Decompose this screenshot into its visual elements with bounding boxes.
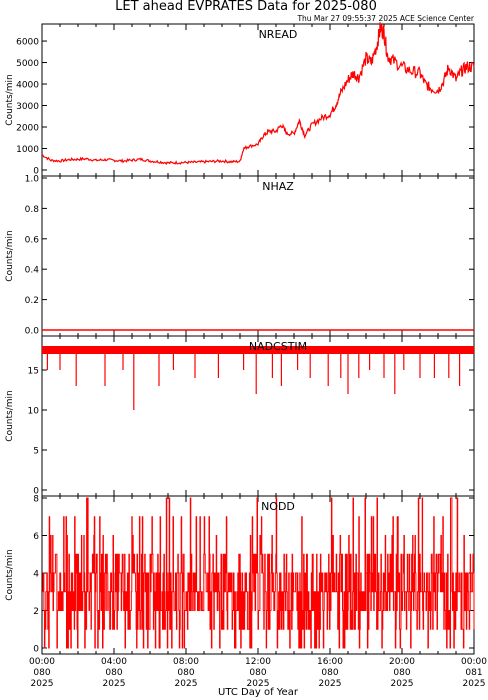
chart-title: LET ahead EVPRATES Data for 2025-080 [115, 0, 377, 14]
y-tick-label: 2000 [16, 124, 39, 134]
y-tick-label: 0.8 [25, 205, 40, 215]
y-axis-label: Counts/min [5, 390, 15, 441]
y-tick-label: 6000 [16, 38, 39, 48]
y-axis-label: Counts/min [5, 549, 15, 600]
y-tick-label: 15 [28, 367, 39, 377]
y-axis-label: Counts/min [5, 230, 15, 281]
panel-frame [41, 23, 475, 177]
series-line [41, 22, 475, 166]
panel-nadcstim: 0 5 10 15 Counts/min NADCSTIM [5, 335, 475, 497]
x-tick-label: 080 [105, 668, 122, 678]
y-tick-label: 5 [33, 447, 39, 457]
panel-nhaz: 0.0 0.2 0.4 0.6 0.8 1.0 Counts/min NHAZ [5, 175, 475, 337]
y-tick-label: 8 [33, 495, 39, 505]
x-tick-label: 16:00 [317, 657, 343, 667]
x-tick-label: 00:00 [29, 657, 55, 667]
panel-label: NHAZ [262, 180, 294, 193]
x-tick-label: 2025 [463, 679, 486, 689]
series-band [42, 346, 474, 354]
x-tick-label: 12:00 [245, 657, 271, 667]
y-tick-label: 5000 [16, 59, 39, 69]
panel-label: NODD [261, 500, 295, 513]
y-tick-label: 1000 [16, 145, 39, 155]
series-line [42, 497, 475, 649]
panel-nread: 0 1000 2000 3000 4000 5000 6000 Counts/min NREAD [5, 22, 475, 177]
x-tick-label: 2025 [319, 679, 342, 689]
x-tick-label: 20:00 [389, 657, 415, 667]
y-tick-label: 2 [33, 607, 39, 617]
panel-frame [41, 335, 475, 497]
y-tick-label: 10 [28, 407, 40, 417]
y-tick-label: 0.6 [25, 235, 40, 245]
y-tick-label: 0.4 [25, 266, 40, 276]
y-tick-label: 1.0 [25, 175, 40, 185]
y-tick-label: 4000 [16, 81, 39, 91]
panels: 0100020003000400050006000Counts/minNREAD… [5, 22, 487, 689]
x-tick-label: 2025 [391, 679, 414, 689]
x-tick-label: 080 [321, 668, 338, 678]
x-tick-label: 080 [393, 668, 410, 678]
panel-label: NREAD [259, 28, 298, 41]
y-tick-label: 0 [33, 645, 39, 655]
x-tick-labels: 00:00080202504:00080202508:00080202512:0… [29, 657, 487, 689]
panel-frame [41, 175, 475, 337]
x-tick-label: 08:00 [173, 657, 199, 667]
x-tick-label: 04:00 [101, 657, 127, 667]
chart-timestamp: Thu Mar 27 09:55:37 2025 ACE Science Cen… [296, 14, 474, 23]
y-tick-label: 0.0 [25, 327, 40, 337]
x-tick-label: 081 [465, 668, 482, 678]
y-tick-label: 0.2 [25, 296, 39, 306]
x-tick-label: 2025 [247, 679, 270, 689]
y-tick-label: 4 [33, 570, 39, 580]
y-tick-label: 0 [33, 487, 39, 497]
y-tick-label: 6 [33, 532, 39, 542]
x-tick-label: 080 [177, 668, 194, 678]
x-tick-label: 080 [249, 668, 266, 678]
y-axis-label: Counts/min [5, 74, 15, 125]
x-axis-label: UTC Day of Year [218, 687, 299, 698]
x-tick-label: 2025 [103, 679, 126, 689]
y-tick-label: 3000 [16, 102, 39, 112]
x-tick-label: 2025 [175, 679, 198, 689]
y-tick-label: 0 [33, 167, 39, 177]
x-tick-label: 00:00 [461, 657, 487, 667]
x-tick-label: 2025 [31, 679, 54, 689]
x-tick-label: 080 [33, 668, 50, 678]
panel-nodd: 0 2 4 6 8 Counts/min NODD [5, 495, 475, 655]
panel-label: NADCSTIM [249, 340, 307, 353]
